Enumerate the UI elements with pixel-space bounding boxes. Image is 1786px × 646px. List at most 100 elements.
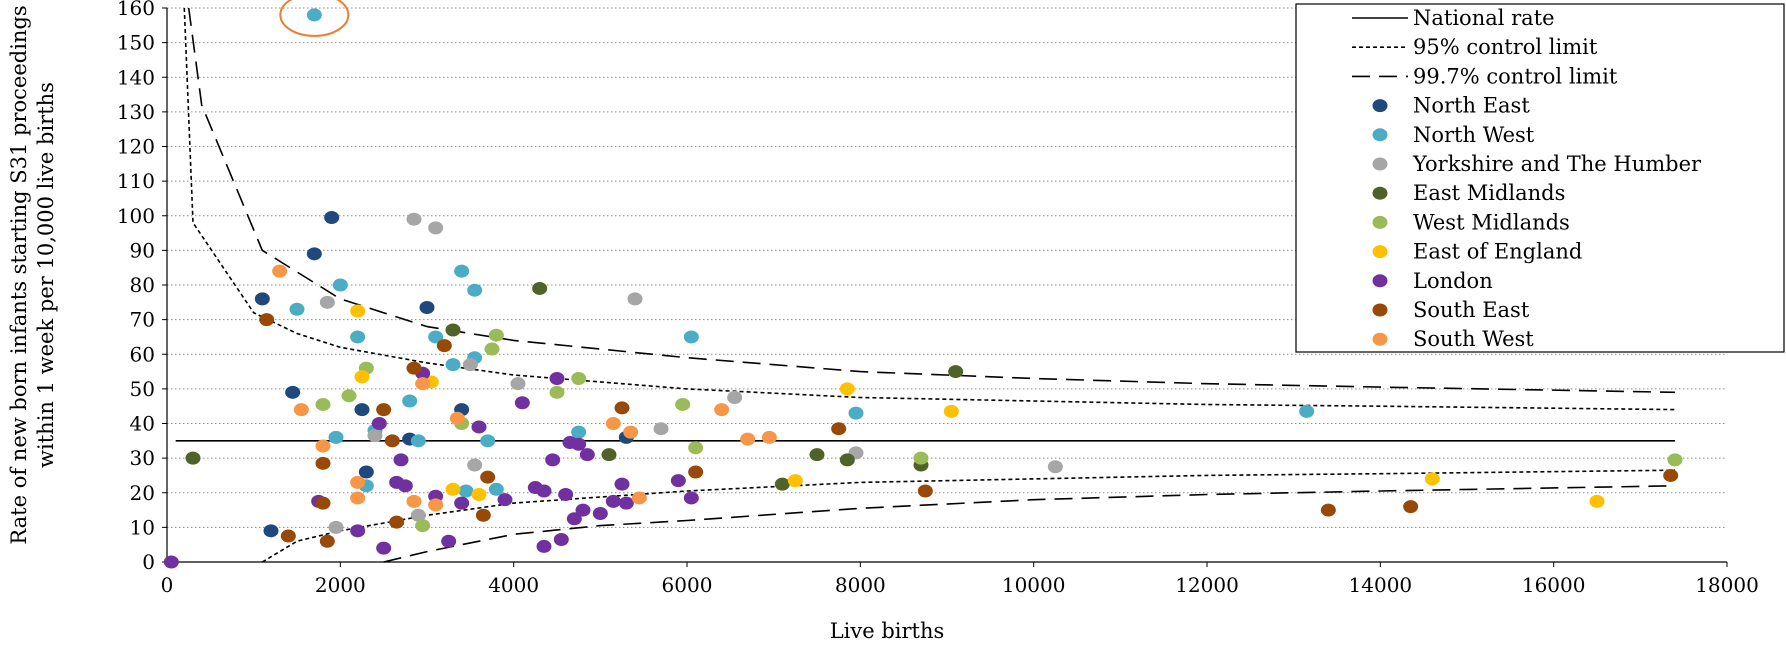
- point-south-west: [415, 377, 431, 391]
- point-london: [397, 479, 413, 493]
- point-south-east: [259, 313, 275, 327]
- point-west-midlands: [488, 328, 504, 342]
- legend-label: National rate: [1413, 6, 1555, 30]
- point-london: [605, 494, 621, 508]
- point-south-west: [631, 491, 647, 505]
- legend-marker: [1372, 128, 1388, 142]
- point-yorkshire-and-the-humber: [367, 429, 383, 443]
- point-south-east: [1663, 468, 1679, 482]
- highlight-circle: [279, 0, 350, 37]
- y-tick-label: 160: [117, 0, 155, 20]
- point-yorkshire-and-the-humber: [510, 377, 526, 391]
- point-south-east: [1320, 503, 1336, 517]
- y-axis-title-line-1: Rate of new born infants starting S31 pr…: [7, 5, 31, 544]
- control-limit-99-7-upper: [187, 7, 1676, 394]
- point-yorkshire-and-the-humber: [428, 221, 444, 235]
- point-east-midlands: [601, 448, 617, 462]
- y-tick-label: 70: [130, 308, 155, 332]
- legend-label: Yorkshire and The Humber: [1412, 152, 1702, 176]
- point-west-midlands: [549, 385, 565, 399]
- y-tick-label: 90: [130, 238, 155, 262]
- legend-marker: [1372, 303, 1388, 317]
- point-london: [614, 477, 630, 491]
- y-tick-labels: 0 10 20 30 40 50 60 70 80 90 100 110 120 130 140 150 160: [117, 0, 155, 574]
- legend-marker: [1372, 157, 1388, 171]
- point-south-east: [315, 456, 331, 470]
- point-south-west: [350, 475, 366, 489]
- point-south-west: [449, 411, 465, 425]
- y-tick-label: 130: [117, 100, 155, 124]
- y-tick-label: 140: [117, 65, 155, 89]
- point-south-east: [406, 361, 422, 375]
- legend-label: West Midlands: [1413, 210, 1570, 234]
- point-north-west: [410, 434, 426, 448]
- y-tick-label: 150: [117, 31, 155, 55]
- legend-label: East of England: [1413, 240, 1582, 264]
- point-north-west: [488, 482, 504, 496]
- x-tick-label: 6000: [662, 573, 713, 597]
- point-east-of-england: [445, 482, 461, 496]
- legend-label: 95% control limit: [1413, 35, 1598, 59]
- point-north-east: [263, 524, 279, 538]
- point-south-west: [406, 494, 422, 508]
- point-london: [441, 534, 457, 548]
- point-south-east: [917, 484, 933, 498]
- point-west-midlands: [484, 342, 500, 356]
- point-south-east: [475, 508, 491, 522]
- point-london: [514, 396, 530, 410]
- point-west-midlands: [1667, 453, 1683, 467]
- point-north-west: [350, 330, 366, 344]
- point-north-west: [848, 406, 864, 420]
- point-south-east: [280, 529, 296, 543]
- point-north-east: [306, 247, 322, 261]
- point-london: [670, 474, 686, 488]
- x-tick-label: 14000: [1349, 573, 1413, 597]
- point-south-west: [272, 264, 288, 278]
- point-north-west: [306, 8, 322, 22]
- x-tick-label: 18000: [1695, 573, 1759, 597]
- point-london: [454, 496, 470, 510]
- point-london: [566, 512, 582, 526]
- x-tick-label: 2000: [315, 573, 366, 597]
- legend-marker: [1372, 215, 1388, 229]
- point-south-west: [761, 430, 777, 444]
- point-london: [350, 524, 366, 538]
- axes: [162, 7, 1728, 567]
- x-tick-label: 16000: [1522, 573, 1586, 597]
- legend-label: East Midlands: [1413, 181, 1565, 205]
- point-london: [618, 496, 634, 510]
- legend-label: 99.7% control limit: [1413, 64, 1618, 88]
- point-south-east: [831, 422, 847, 436]
- point-london: [471, 420, 487, 434]
- x-tick-label: 8000: [835, 573, 886, 597]
- point-north-west: [402, 394, 418, 408]
- point-north-west: [328, 430, 344, 444]
- point-yorkshire-and-the-humber: [462, 358, 478, 372]
- legend-marker: [1372, 332, 1388, 346]
- control-limit-99-7-lower: [383, 485, 1676, 563]
- point-east-midlands: [774, 477, 790, 491]
- point-yorkshire-and-the-humber: [467, 458, 483, 472]
- point-south-west: [714, 403, 730, 417]
- point-east-midlands: [532, 281, 548, 295]
- y-tick-label: 80: [130, 273, 155, 297]
- point-east-of-england: [350, 304, 366, 318]
- point-london: [571, 437, 587, 451]
- point-south-east: [1403, 500, 1419, 514]
- point-east-of-england: [839, 382, 855, 396]
- point-south-west: [293, 403, 309, 417]
- point-north-west: [480, 434, 496, 448]
- point-london: [553, 532, 569, 546]
- x-tick-label: 12000: [1175, 573, 1239, 597]
- point-london: [592, 507, 608, 521]
- point-north-west: [445, 358, 461, 372]
- point-east-of-england: [471, 487, 487, 501]
- point-east-of-england: [354, 370, 370, 384]
- point-yorkshire-and-the-humber: [328, 520, 344, 534]
- point-west-midlands: [675, 397, 691, 411]
- point-east-of-england: [1589, 494, 1605, 508]
- y-tick-label: 0: [142, 550, 155, 574]
- point-south-east: [480, 470, 496, 484]
- y-tick-label: 10: [130, 515, 155, 539]
- point-east-midlands: [809, 448, 825, 462]
